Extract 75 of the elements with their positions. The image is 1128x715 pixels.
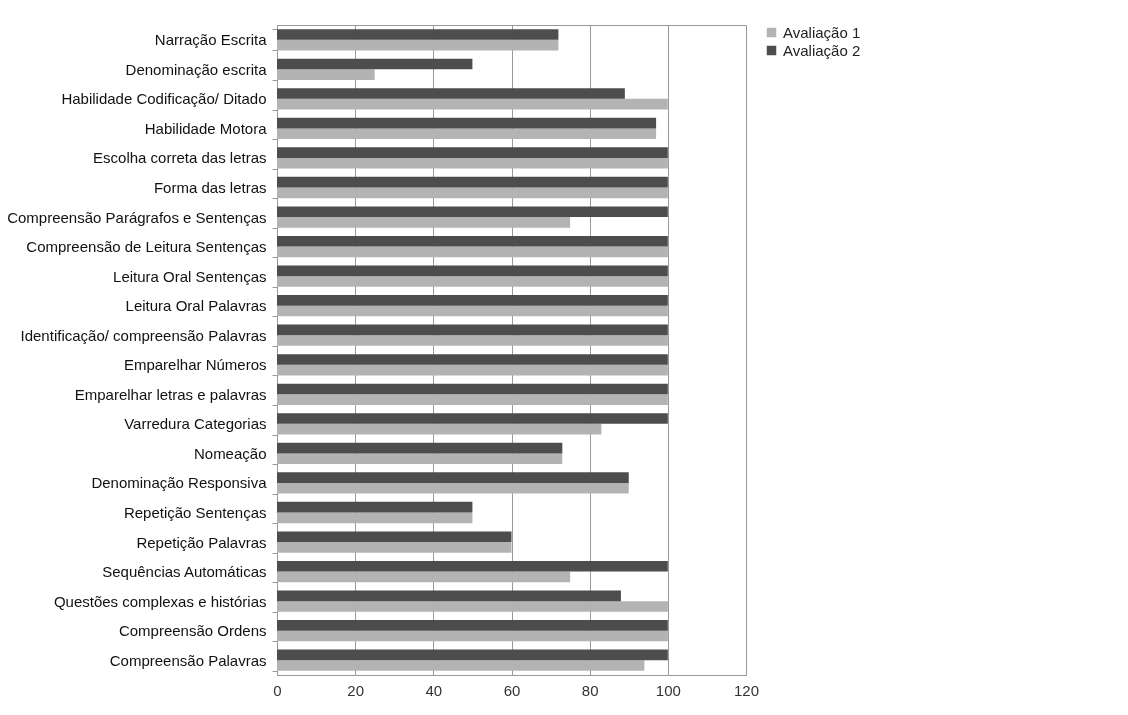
bar xyxy=(277,660,645,671)
y-tick-label: Varredura Categorias xyxy=(124,415,267,433)
y-tick-label: Identificação/ compreensão Palavras xyxy=(20,326,267,344)
y-tick-label: Sequências Automáticas xyxy=(102,563,267,581)
bar xyxy=(277,69,375,80)
bar xyxy=(277,117,657,129)
y-tick-label: Forma das letras xyxy=(153,179,267,196)
bar xyxy=(277,442,563,454)
y-tick-label: Habilidade Codificação/ Ditado xyxy=(61,90,267,108)
y-tick-label: Emparelhar letras e palavras xyxy=(74,385,267,403)
y-tick-label: Escolha correta das letras xyxy=(93,149,267,167)
bar xyxy=(277,542,512,553)
y-tick-label: Narração Escrita xyxy=(154,31,268,49)
bar xyxy=(277,590,621,602)
y-tick-label: Nomeação xyxy=(193,444,267,462)
y-tick-label: Leitura Oral Palavras xyxy=(125,297,267,315)
y-tick-label: Habilidade Motora xyxy=(144,119,268,137)
bar xyxy=(277,147,668,158)
bar xyxy=(277,217,571,228)
bar xyxy=(277,235,668,247)
bar xyxy=(277,413,668,424)
bar xyxy=(277,531,512,543)
y-tick-label: Compreensão Ordens xyxy=(118,622,267,640)
bar xyxy=(277,29,559,40)
bar xyxy=(277,512,473,524)
bar xyxy=(277,276,668,287)
bar xyxy=(277,98,668,110)
y-tick-label: Compreensão Palavras xyxy=(109,651,267,669)
bar xyxy=(277,335,668,346)
y-tick-label: Repetição Palavras xyxy=(136,533,267,551)
bar xyxy=(277,206,668,218)
bar xyxy=(277,324,668,336)
x-tick-label: 60 xyxy=(503,681,521,699)
bar xyxy=(277,601,668,612)
legend-label: Avaliação 2 xyxy=(783,41,861,59)
bar xyxy=(277,394,668,405)
y-tick-label: Repetição Sentenças xyxy=(123,504,267,521)
y-tick-label: Denominação Responsiva xyxy=(91,474,268,492)
bar xyxy=(277,187,668,199)
bar xyxy=(277,295,668,306)
x-tick-label: 100 xyxy=(655,681,681,699)
bar xyxy=(277,472,629,483)
bar xyxy=(277,305,668,317)
bar xyxy=(277,649,668,661)
x-tick-label: 20 xyxy=(347,681,365,699)
x-tick-label: 80 xyxy=(581,681,599,699)
x-tick-label: 0 xyxy=(273,681,282,699)
legend-label: Avaliação 1 xyxy=(783,23,861,41)
bar xyxy=(277,620,668,631)
x-tick-label: 120 xyxy=(733,681,760,699)
bar xyxy=(277,176,668,188)
bar xyxy=(277,423,602,435)
bar xyxy=(277,128,657,140)
bar xyxy=(277,39,559,51)
y-tick-label: Leitura Oral Sentenças xyxy=(113,267,267,285)
bar xyxy=(277,383,668,395)
bar xyxy=(277,246,668,258)
bar xyxy=(277,630,668,642)
bar xyxy=(277,482,629,494)
bar xyxy=(277,88,625,99)
y-tick-label: Compreensão Parágrafos e Sentenças xyxy=(7,208,267,226)
x-tick-label: 40 xyxy=(425,681,443,699)
bar xyxy=(277,453,563,465)
y-tick-label: Denominação escrita xyxy=(125,60,268,78)
y-tick-label: Compreensão de Leitura Sentenças xyxy=(26,238,267,256)
bar xyxy=(277,157,668,169)
y-tick-label: Questões complexas e histórias xyxy=(53,592,267,610)
bar xyxy=(277,571,571,583)
bar xyxy=(277,354,668,365)
y-tick-label: Emparelhar Números xyxy=(123,356,267,374)
bar xyxy=(277,501,473,513)
bar xyxy=(277,58,473,70)
bar xyxy=(277,560,668,572)
bar xyxy=(277,265,668,277)
bar xyxy=(277,364,668,376)
